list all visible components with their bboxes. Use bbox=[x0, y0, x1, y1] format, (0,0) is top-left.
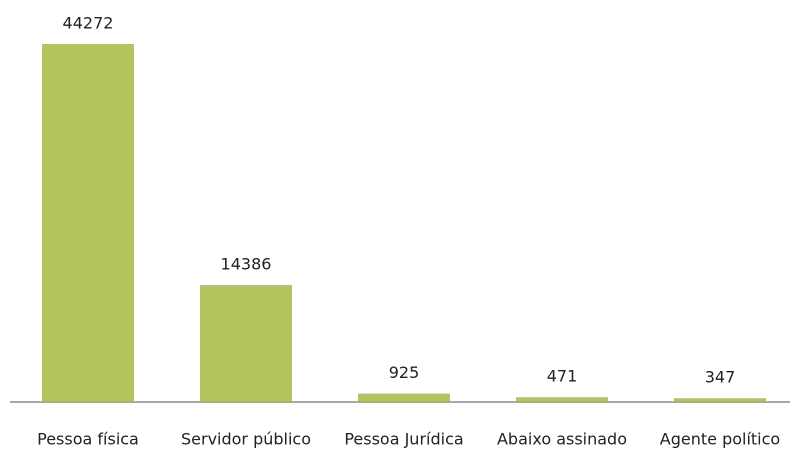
x-tick-label: Pessoa Jurídica bbox=[344, 430, 463, 449]
bar bbox=[674, 398, 766, 401]
value-label: 925 bbox=[389, 363, 420, 382]
x-tick-label: Abaixo assinado bbox=[497, 430, 627, 449]
bar bbox=[42, 44, 134, 401]
value-label: 14386 bbox=[221, 254, 272, 273]
x-tick-label: Pessoa física bbox=[37, 430, 139, 449]
bar bbox=[516, 397, 608, 401]
x-tick-label: Servidor público bbox=[181, 430, 311, 449]
x-tick-label: Agente político bbox=[660, 430, 780, 449]
bar bbox=[358, 393, 450, 401]
value-label: 347 bbox=[705, 368, 736, 387]
bar bbox=[200, 284, 292, 401]
value-label: 471 bbox=[547, 367, 578, 386]
value-label: 44272 bbox=[63, 14, 114, 33]
